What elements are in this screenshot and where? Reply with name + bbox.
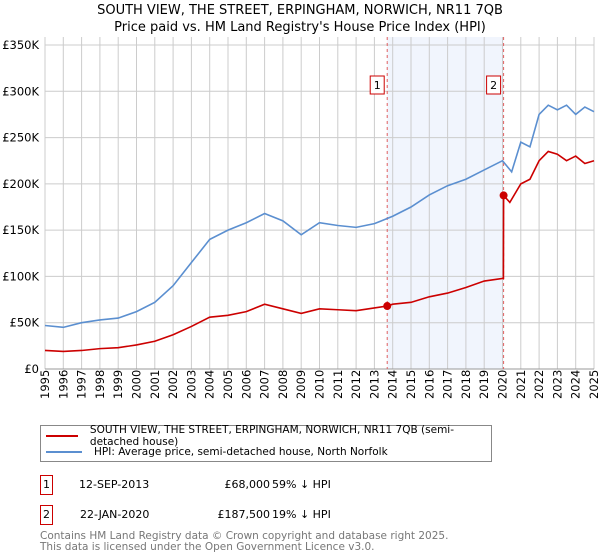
x-tick-label: 2017 — [441, 370, 455, 399]
x-tick-label: 2018 — [459, 370, 473, 399]
marker-box — [369, 75, 385, 95]
x-tick-label: 2000 — [130, 370, 144, 399]
sale-date: 22-JAN-2020 — [80, 508, 150, 521]
chart-title: SOUTH VIEW, THE STREET, ERPINGHAM, NORWI… — [0, 2, 600, 36]
marker-badge: 1 — [40, 475, 53, 495]
x-tick-label: 1997 — [75, 370, 89, 399]
x-tick-label: 2011 — [331, 370, 345, 399]
sale-price: £68,000 — [224, 478, 271, 491]
footer-line: Contains HM Land Registry data © Crown c… — [40, 530, 449, 542]
x-tick-label: 2005 — [221, 370, 235, 399]
hpi-line — [44, 104, 595, 329]
table-row: 2 22-JAN-2020 £187,500 19% ↓ HPI — [40, 505, 440, 525]
chart: £0 £50K £100K £150K £200K £250K £300K £350K 1995… — [2, 37, 600, 399]
x-tick-label: 2014 — [386, 370, 400, 399]
marker-box — [486, 75, 502, 95]
x-tick-label: 2002 — [166, 370, 180, 399]
legend-label: SOUTH VIEW, THE STREET, ERPINGHAM, NORWI… — [89, 424, 454, 448]
marker-badge: 2 — [40, 505, 53, 525]
x-tick-label: 2004 — [203, 370, 217, 399]
x-tick-label: 1999 — [111, 370, 125, 399]
marker-label: 1 — [374, 79, 381, 92]
sale-date: 12-SEP-2013 — [79, 478, 150, 491]
x-tick-label: 2001 — [148, 370, 162, 399]
legend: SOUTH VIEW, THE STREET, ERPINGHAM, NORWI… — [40, 424, 492, 462]
x-tick-label: 2015 — [404, 370, 418, 399]
hpi-diff: 19% ↓ HPI — [272, 508, 331, 521]
x-tick-label: 2024 — [569, 370, 583, 399]
title: SOUTH VIEW, THE STREET, ERPINGHAM, NORWI… — [97, 3, 503, 18]
x-tick-label: 2003 — [184, 370, 198, 399]
y-tick-label: £150K — [2, 223, 39, 237]
hpi-diff: 59% ↓ HPI — [272, 478, 331, 491]
legend-swatch — [46, 435, 78, 437]
y-tick-label: £50K — [10, 316, 40, 330]
x-tick-label: 2016 — [422, 370, 436, 399]
x-tick-label: 2012 — [349, 370, 363, 399]
x-tick-label: 2006 — [239, 370, 253, 399]
x-tick-label: 1996 — [56, 370, 70, 399]
legend-item-property: SOUTH VIEW, THE STREET, ERPINGHAM, NORWI… — [46, 424, 491, 448]
legend-swatch — [46, 451, 82, 453]
x-tick-label: 2019 — [477, 370, 491, 399]
y-tick-label: £300K — [2, 84, 39, 98]
legend-label: HPI: Average price, semi-detached house,… — [94, 446, 388, 458]
sale-price: £187,500 — [217, 508, 271, 521]
sale-point — [499, 191, 508, 200]
x-tick-label: 2013 — [367, 370, 381, 399]
x-tick-label: 2009 — [294, 370, 308, 399]
price-line — [44, 150, 595, 353]
x-tick-label: 1995 — [38, 370, 52, 399]
marker-label: 2 — [490, 79, 497, 92]
y-tick-label: £350K — [2, 38, 39, 52]
x-tick-label: 1998 — [93, 370, 107, 399]
sale-point — [383, 302, 392, 311]
x-tick-label: 2010 — [313, 370, 327, 399]
subtitle: Price paid vs. HM Land Registry's House … — [114, 20, 486, 35]
legend-item-hpi: HPI: Average price, semi-detached house,… — [46, 445, 388, 459]
footer: Contains HM Land Registry data © Crown c… — [40, 531, 448, 553]
x-tick-label: 2020 — [496, 370, 510, 399]
x-tick-label: 2023 — [550, 370, 564, 399]
y-tick-label: £100K — [2, 269, 39, 283]
y-tick-label: £0 — [24, 362, 39, 376]
y-tick-label: £200K — [2, 177, 39, 191]
x-tick-label: 2021 — [514, 370, 528, 399]
y-tick-label: £250K — [2, 131, 39, 145]
x-tick-label: 2022 — [532, 370, 546, 399]
x-tick-label: 2008 — [276, 370, 290, 399]
x-tick-label: 2025 — [587, 370, 600, 399]
table-row: 1 12-SEP-2013 £68,000 59% ↓ HPI — [40, 475, 440, 495]
x-tick-label: 2007 — [258, 370, 272, 399]
footer-line: This data is licensed under the Open Gov… — [40, 541, 375, 553]
